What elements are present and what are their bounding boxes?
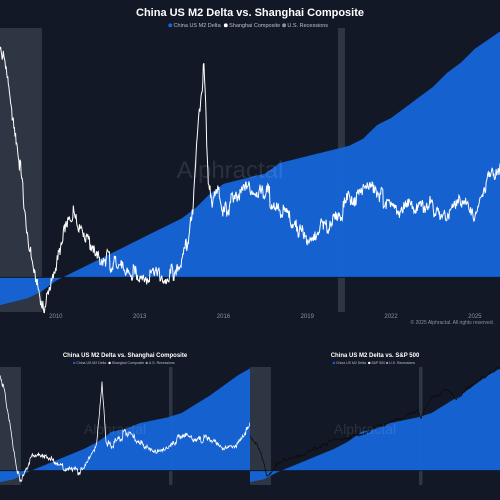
legend-marker-0 bbox=[332, 361, 336, 365]
x-tick-2019: 2019 bbox=[301, 314, 315, 320]
area-china-us-m2-delta bbox=[250, 368, 500, 483]
area-china-us-m2-delta bbox=[0, 31, 500, 306]
watermark-text: Alphractal bbox=[84, 421, 146, 437]
legend-label-1: Shanghai Composite bbox=[112, 361, 145, 365]
legend-marker-2 bbox=[145, 361, 148, 365]
legend-label-1: Shanghai Composite bbox=[229, 23, 280, 29]
main-chart: Alphractal China US M2 Delta vs. Shanghai… bbox=[0, 7, 500, 320]
chart-title: China US M2 Delta vs. S&P 500 bbox=[331, 353, 420, 359]
x-tick-2010: 2010 bbox=[49, 314, 63, 320]
legend-label-1: S&P 500 bbox=[371, 361, 385, 365]
recession-band-0 bbox=[250, 367, 271, 485]
x-tick-2016: 2016 bbox=[217, 314, 231, 320]
legend-label-2: U.S. Recessions bbox=[287, 23, 328, 29]
legend-label-0: China US M2 Delta bbox=[174, 23, 222, 29]
watermark-text: Alphractal bbox=[177, 157, 284, 184]
x-tick-2025: 2025 bbox=[468, 314, 482, 320]
line-shanghai-composite bbox=[0, 46, 500, 314]
copyright-note: © 2025 Alphractal. All rights reserved. bbox=[410, 320, 494, 326]
legend-marker-1 bbox=[108, 361, 111, 365]
legend-marker-1 bbox=[223, 23, 228, 28]
legend-marker-1 bbox=[368, 361, 371, 365]
legend-label-0: China US M2 Delta bbox=[76, 361, 106, 365]
chart-title: China US M2 Delta vs. Shanghai Composite bbox=[63, 353, 188, 359]
x-tick-2022: 2022 bbox=[384, 314, 398, 320]
line-shanghai-composite bbox=[0, 375, 250, 483]
bottom-left-chart: Alphractal China US M2 Delta vs. Shanghai… bbox=[0, 345, 250, 500]
legend-label-2: U.S. Recessions bbox=[149, 361, 175, 365]
watermark-text: Alphractal bbox=[334, 421, 396, 437]
line-s-p-500 bbox=[250, 366, 500, 477]
area-china-us-m2-delta bbox=[0, 368, 250, 483]
legend-marker-2 bbox=[385, 361, 389, 365]
x-tick-2013: 2013 bbox=[133, 314, 147, 320]
bottom-right-chart: Alphractal China US M2 Delta vs. S&P 500 C… bbox=[250, 345, 500, 500]
legend-marker-2 bbox=[282, 23, 287, 28]
legend-label-2: U.S. Recessions bbox=[389, 361, 415, 365]
legend-label-0: China US M2 Delta bbox=[336, 361, 366, 365]
chart-title: China US M2 Delta vs. Shanghai Composite bbox=[136, 7, 364, 19]
legend-marker-0 bbox=[168, 23, 173, 28]
legend-marker-0 bbox=[73, 361, 76, 365]
